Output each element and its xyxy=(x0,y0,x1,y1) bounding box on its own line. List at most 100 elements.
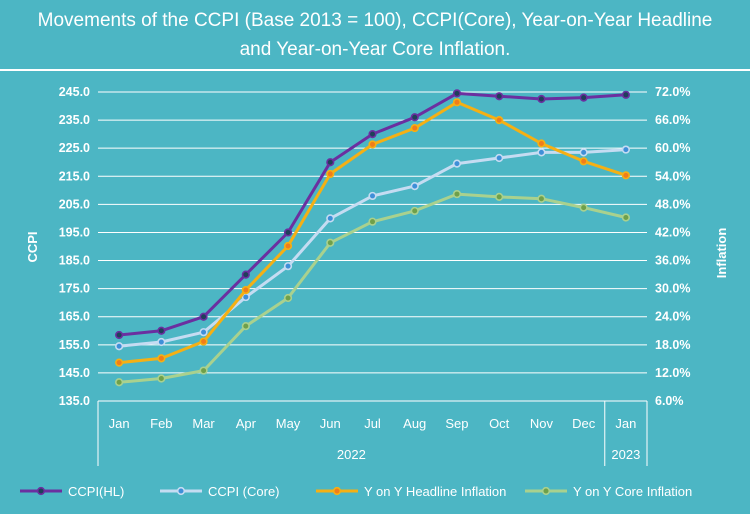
category-label: Jan xyxy=(615,416,636,431)
year-label: 2023 xyxy=(611,447,640,462)
data-point xyxy=(410,123,419,133)
year-label: 2022 xyxy=(337,447,366,462)
legend-item: CCPI (Core) xyxy=(160,484,280,499)
left-tick-label: 185.0 xyxy=(59,254,90,268)
right-tick-label: 48.0% xyxy=(655,197,690,211)
category-axis: Jan Feb Mar Apr May Jun Jul Aug Sep Oct Nov Dec Jan 2… xyxy=(97,401,648,466)
legend-label: Y on Y Headline Inflation xyxy=(364,484,506,499)
data-point xyxy=(326,158,335,167)
data-point xyxy=(495,192,504,201)
right-tick-label: 6.0% xyxy=(655,394,684,408)
legend-label: CCPI (Core) xyxy=(208,484,280,499)
data-point xyxy=(410,206,419,216)
data-point xyxy=(537,194,546,203)
data-point xyxy=(326,169,335,179)
right-tick-label: 30.0% xyxy=(655,282,690,296)
left-tick-label: 135.0 xyxy=(59,394,90,408)
right-tick-label: 42.0% xyxy=(655,225,690,239)
category-label: May xyxy=(276,416,301,431)
data-point xyxy=(115,378,124,387)
data-point xyxy=(537,94,546,104)
data-point xyxy=(368,130,377,139)
right-tick-label: 18.0% xyxy=(655,338,690,352)
legend: CCPI(HL) CCPI (Core) Y on Y Headline Infla… xyxy=(20,484,692,499)
data-point xyxy=(579,157,588,166)
chart-title: Movements of the CCPI (Base 2013 = 100),… xyxy=(0,6,750,64)
data-point xyxy=(579,203,588,212)
right-tick-label: 54.0% xyxy=(655,169,690,183)
left-tick-label: 205.0 xyxy=(59,197,90,211)
series-3 xyxy=(115,189,630,387)
category-label: Jun xyxy=(320,416,341,431)
gridlines xyxy=(98,91,647,402)
data-point xyxy=(241,285,250,295)
left-tick-label: 225.0 xyxy=(59,141,90,155)
data-point xyxy=(410,182,419,191)
legend-swatch-marker xyxy=(36,486,46,496)
category-label: Nov xyxy=(530,416,554,431)
left-tick-label: 145.0 xyxy=(59,366,90,380)
data-point xyxy=(621,171,630,180)
data-point xyxy=(495,153,504,163)
data-point xyxy=(241,270,250,279)
data-point xyxy=(621,90,630,99)
category-label: Oct xyxy=(489,416,510,431)
category-label: Aug xyxy=(403,416,426,431)
data-point xyxy=(495,92,504,101)
left-tick-label: 175.0 xyxy=(59,282,90,296)
data-point xyxy=(241,321,250,331)
data-point xyxy=(452,189,462,199)
data-point xyxy=(157,337,166,347)
category-label: Mar xyxy=(192,416,215,431)
data-point xyxy=(115,330,124,340)
data-point xyxy=(495,115,504,125)
data-point xyxy=(199,366,208,375)
data-point xyxy=(368,217,377,226)
right-axis-ticks: 72.0% 66.0% 60.0% 54.0% 48.0% 42.0% 36.0% 30.0%… xyxy=(655,85,690,408)
title-divider xyxy=(0,69,750,71)
legend-item: CCPI(HL) xyxy=(20,484,124,499)
legend-swatch-marker xyxy=(332,486,342,496)
left-tick-label: 165.0 xyxy=(59,310,90,324)
series-1 xyxy=(115,145,630,351)
data-point xyxy=(579,148,588,157)
data-point xyxy=(452,159,462,168)
data-point xyxy=(157,374,166,383)
category-label: Jan xyxy=(109,416,130,431)
series-line xyxy=(118,91,626,337)
left-tick-label: 195.0 xyxy=(59,225,90,239)
data-point xyxy=(410,113,419,122)
data-point xyxy=(452,89,462,98)
data-point xyxy=(283,241,293,251)
data-point xyxy=(199,312,208,321)
data-point xyxy=(368,191,377,201)
legend-swatch-marker xyxy=(541,486,551,496)
left-axis-title: CCPI xyxy=(25,231,40,262)
data-point xyxy=(157,354,166,363)
legend-label: Y on Y Core Inflation xyxy=(573,484,692,499)
right-tick-label: 24.0% xyxy=(655,310,690,324)
data-point xyxy=(283,262,293,271)
left-axis-ticks: 245.0 235.0 225.0 215.0 205.0 195.0 185.0 175.0… xyxy=(59,85,90,408)
right-tick-label: 12.0% xyxy=(655,366,690,380)
legend-label: CCPI(HL) xyxy=(68,484,124,499)
data-point xyxy=(115,342,124,351)
category-label: Feb xyxy=(150,416,172,431)
left-tick-label: 235.0 xyxy=(59,113,90,127)
category-label: Apr xyxy=(236,416,257,431)
right-tick-label: 60.0% xyxy=(655,141,690,155)
category-label: Jul xyxy=(364,416,381,431)
data-point xyxy=(283,228,293,237)
data-point xyxy=(368,140,377,149)
right-tick-label: 72.0% xyxy=(655,85,690,99)
series-0 xyxy=(115,89,630,340)
data-point xyxy=(621,213,630,222)
chart-title-line-1: Movements of the CCPI (Base 2013 = 100),… xyxy=(37,10,713,31)
series-2 xyxy=(115,98,630,367)
data-point xyxy=(537,148,546,157)
right-tick-label: 66.0% xyxy=(655,113,690,127)
data-point xyxy=(199,328,208,337)
right-tick-label: 36.0% xyxy=(655,254,690,268)
